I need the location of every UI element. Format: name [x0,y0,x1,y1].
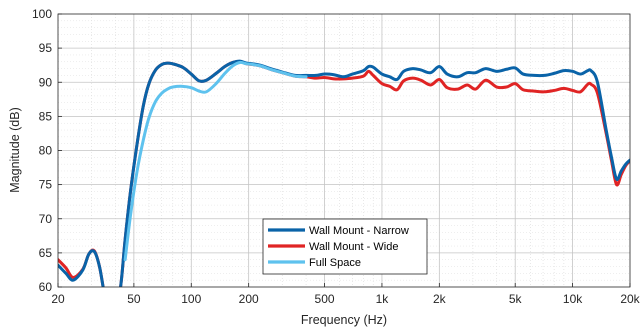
y-tick-label: 70 [39,212,53,226]
x-tick-label: 500 [315,292,335,306]
y-axis-ticks: 60 65 70 75 80 85 90 95 100 [32,7,62,294]
x-axis-ticks: 20 50 100 200 500 1k 2k 5k 10k 20k [51,283,641,306]
legend-entry-wall-mount-narrow-label: Wall Mount - Narrow [309,225,409,237]
x-tick-label: 50 [127,292,141,306]
y-tick-label: 100 [32,7,52,21]
x-tick-label: 20k [620,292,640,306]
series-line-full-space [123,60,308,262]
x-axis-title: Frequency (Hz) [301,313,387,327]
x-tick-label: 5k [509,292,523,306]
x-tick-label: 200 [239,292,259,306]
y-tick-label: 65 [39,246,53,260]
legend-entry-wall-mount-wide-label: Wall Mount - Wide [309,241,398,253]
x-tick-label: 100 [181,292,201,306]
y-tick-label: 95 [39,41,53,55]
y-axis-title: Magnitude (dB) [8,107,22,192]
y-tick-label: 85 [39,109,53,123]
x-tick-label: 10k [563,292,583,306]
x-tick-label: 2k [433,292,447,306]
y-tick-label: 60 [39,280,53,294]
y-tick-label: 90 [39,75,53,89]
legend-entry-full-space-label: Full Space [309,257,361,269]
series-line-wall-mount-narrow [58,59,630,287]
legend: Wall Mount - Narrow Wall Mount - Wide Full… [262,218,428,275]
y-tick-label: 80 [39,144,53,158]
x-tick-label: 20 [51,292,65,306]
x-tick-label: 1k [376,292,390,306]
y-tick-label: 75 [39,178,53,192]
series-layer [58,59,630,287]
